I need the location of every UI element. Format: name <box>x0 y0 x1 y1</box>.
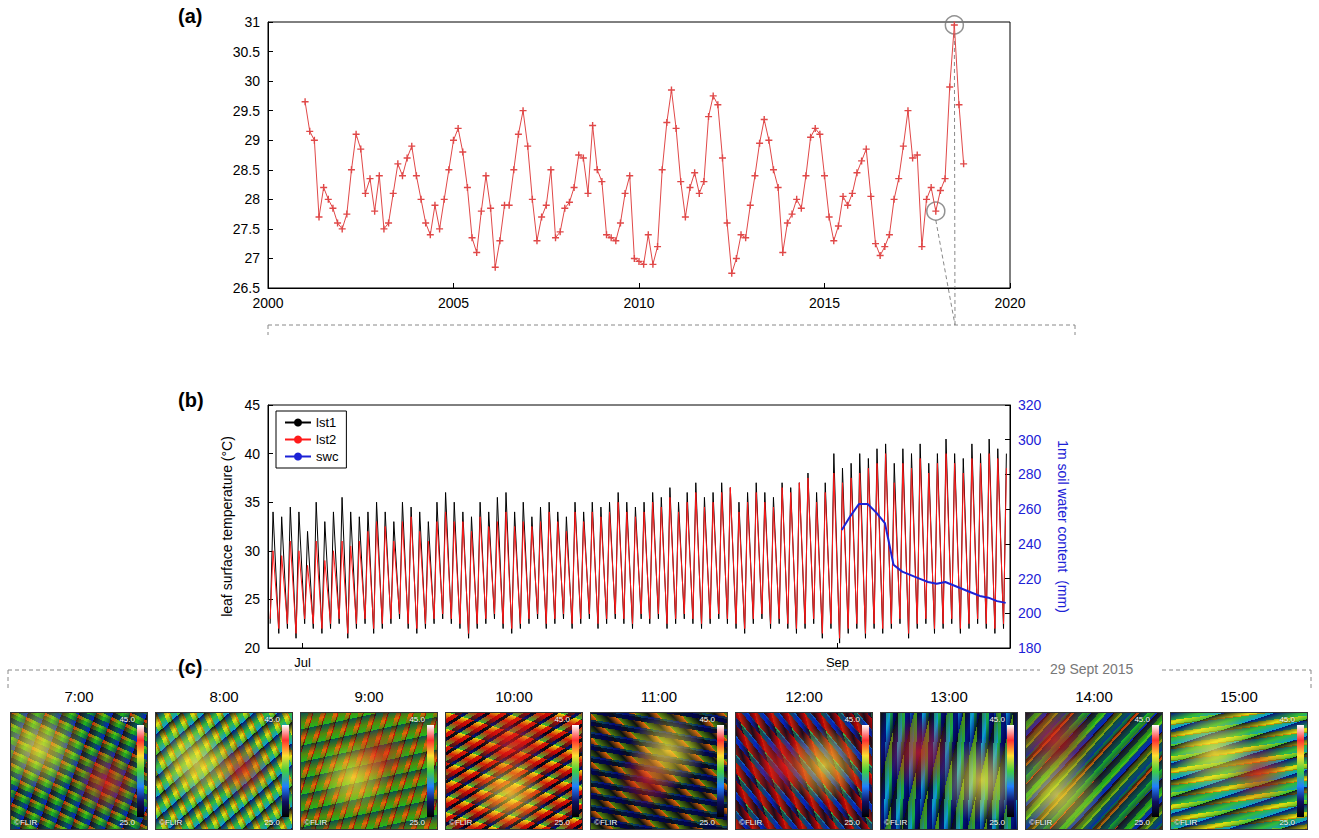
html-text:9:00: 9:00 <box>354 688 384 705</box>
html-text:45.0: 45.0 <box>1279 715 1295 724</box>
svg-text:220: 220 <box>1018 571 1042 587</box>
svg-text:Jul: Jul <box>294 655 311 670</box>
html-text:45.0: 45.0 <box>1134 715 1150 724</box>
svg-text:20: 20 <box>244 640 260 656</box>
html-text:45.0: 45.0 <box>989 715 1005 724</box>
html-text:25.0: 25.0 <box>119 818 135 827</box>
html-text:25.0: 25.0 <box>1134 818 1150 827</box>
svg-text:1m soil water content (mm): 1m soil water content (mm) <box>1055 440 1071 613</box>
svg-text:2015: 2015 <box>809 295 840 311</box>
html-text:29 Sept 2015: 29 Sept 2015 <box>1050 661 1134 677</box>
svg-text:30.5: 30.5 <box>233 44 260 60</box>
html-text:©FLIR: ©FLIR <box>304 818 328 827</box>
html-text:©FLIR: ©FLIR <box>594 818 618 827</box>
svg-text:swc: swc <box>316 449 339 464</box>
svg-text:28: 28 <box>244 191 260 207</box>
html-text:25.0: 25.0 <box>409 818 425 827</box>
svg-text:30: 30 <box>244 73 260 89</box>
html-text:13:00: 13:00 <box>930 688 968 705</box>
html-text:45.0: 45.0 <box>699 715 715 724</box>
html-text:©FLIR: ©FLIR <box>14 818 38 827</box>
html-text:14:00: 14:00 <box>1075 688 1113 705</box>
html-text:©FLIR: ©FLIR <box>884 818 908 827</box>
svg-text:30: 30 <box>244 543 260 559</box>
html-text:©FLIR: ©FLIR <box>1174 818 1198 827</box>
html-text:10:00: 10:00 <box>495 688 533 705</box>
svg-text:leaf surface temperature (°C): leaf surface temperature (°C) <box>219 436 235 617</box>
html-text:©FLIR: ©FLIR <box>1029 818 1053 827</box>
svg-text:2010: 2010 <box>623 295 654 311</box>
html-text:12:00: 12:00 <box>785 688 823 705</box>
svg-text:240: 240 <box>1018 536 1042 552</box>
svg-text:280: 280 <box>1018 466 1042 482</box>
svg-text:25: 25 <box>244 591 260 607</box>
svg-text:35: 35 <box>244 494 260 510</box>
svg-text:27.5: 27.5 <box>233 221 260 237</box>
html-text:(c): (c) <box>178 656 203 678</box>
html-text:25.0: 25.0 <box>1279 818 1295 827</box>
svg-text:28.5: 28.5 <box>233 162 260 178</box>
html-text:45.0: 45.0 <box>119 715 135 724</box>
svg-text:29: 29 <box>244 132 260 148</box>
svg-text:27: 27 <box>244 250 260 266</box>
html-text:25.0: 25.0 <box>844 818 860 827</box>
html-text:©FLIR: ©FLIR <box>739 818 763 827</box>
svg-text:45: 45 <box>244 397 260 413</box>
svg-text:31: 31 <box>244 14 260 30</box>
svg-text:260: 260 <box>1018 501 1042 517</box>
html-text:45.0: 45.0 <box>409 715 425 724</box>
svg-text:(a): (a) <box>178 5 202 27</box>
html-text:45.0: 45.0 <box>264 715 280 724</box>
html-text:8:00: 8:00 <box>209 688 239 705</box>
svg-text:320: 320 <box>1018 397 1042 413</box>
html-text:25.0: 25.0 <box>554 818 570 827</box>
html-text:15:00: 15:00 <box>1220 688 1258 705</box>
html-text:45.0: 45.0 <box>554 715 570 724</box>
svg-text:2020: 2020 <box>994 295 1025 311</box>
html-text:©FLIR: ©FLIR <box>449 818 473 827</box>
svg-text:26.5: 26.5 <box>233 280 260 296</box>
svg-text:2000: 2000 <box>252 295 283 311</box>
html-text:©FLIR: ©FLIR <box>159 818 183 827</box>
html-text:45.0: 45.0 <box>844 715 860 724</box>
svg-text:2005: 2005 <box>438 295 469 311</box>
svg-text:lst1: lst1 <box>316 415 336 430</box>
svg-text:(b): (b) <box>178 389 204 411</box>
html-text:11:00: 11:00 <box>640 688 678 705</box>
svg-text:40: 40 <box>244 446 260 462</box>
svg-text:180: 180 <box>1018 640 1042 656</box>
svg-text:300: 300 <box>1018 432 1042 448</box>
svg-text:Sep: Sep <box>826 655 849 670</box>
html-text:25.0: 25.0 <box>264 818 280 827</box>
html-text:25.0: 25.0 <box>989 818 1005 827</box>
svg-text:200: 200 <box>1018 605 1042 621</box>
html-text:7:00: 7:00 <box>64 688 94 705</box>
svg-text:lst2: lst2 <box>316 432 336 447</box>
html-text:25.0: 25.0 <box>699 818 715 827</box>
svg-text:29.5: 29.5 <box>233 103 260 119</box>
